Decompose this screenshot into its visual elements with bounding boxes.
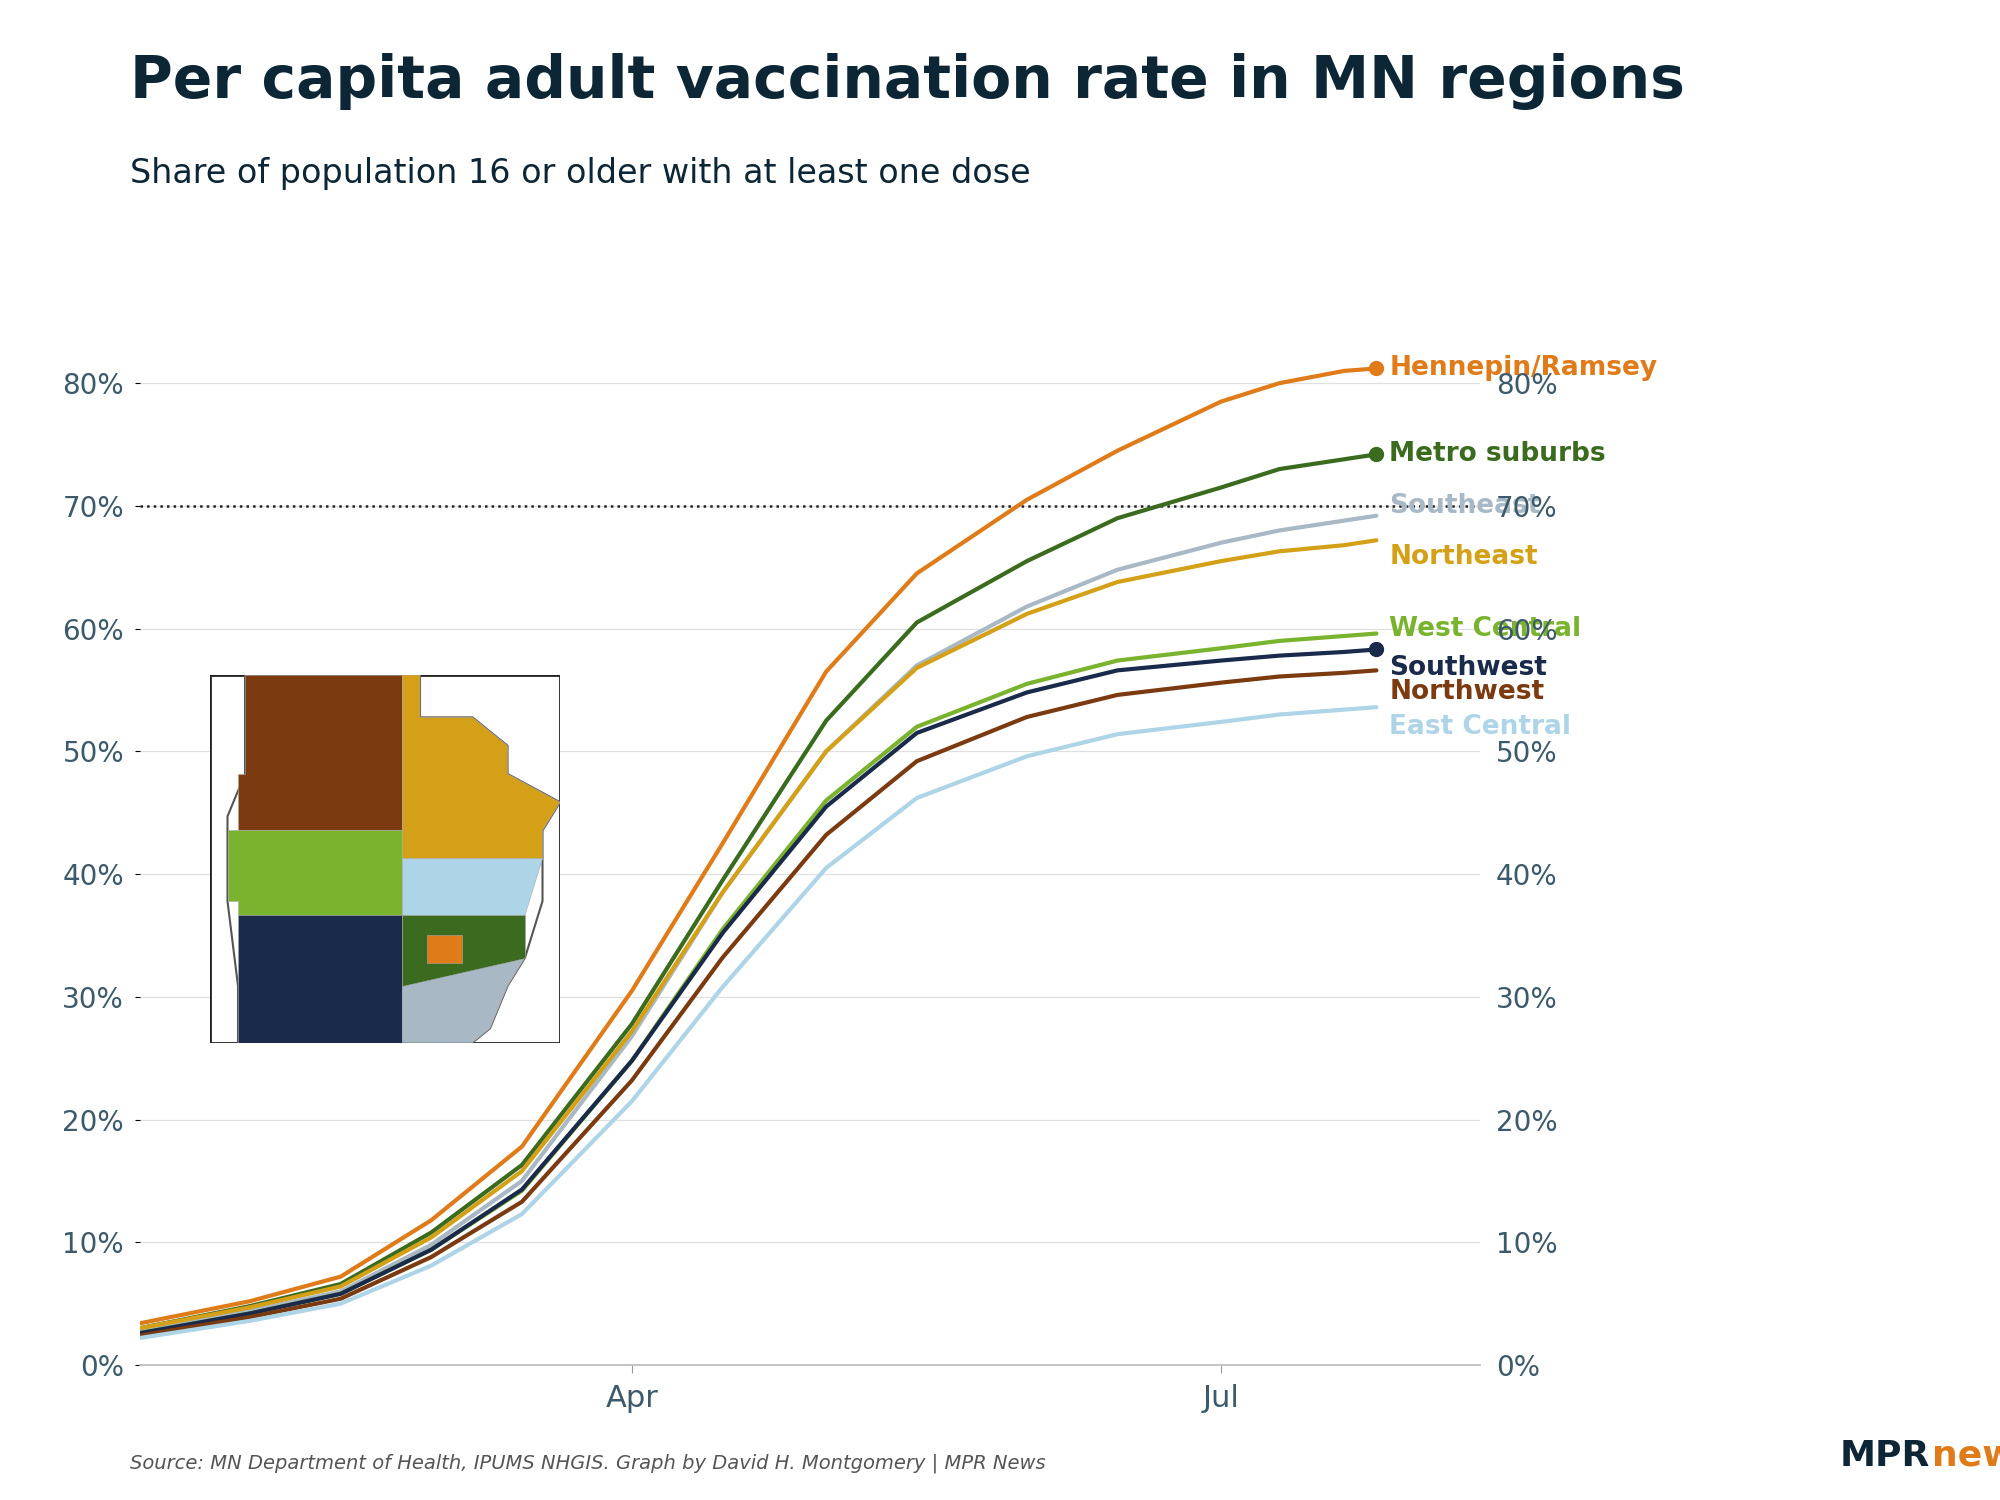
Polygon shape [402,915,524,986]
Polygon shape [402,957,524,1042]
Polygon shape [228,675,560,1042]
Text: Per capita adult vaccination rate in MN regions: Per capita adult vaccination rate in MN … [130,53,1684,110]
FancyBboxPatch shape [210,675,560,1042]
Text: news: news [1932,1438,2000,1473]
Text: West Central: West Central [1390,615,1582,642]
Polygon shape [228,831,402,915]
Text: East Central: East Central [1390,714,1572,740]
Text: Southwest: Southwest [1390,656,1548,681]
Text: Northeast: Northeast [1390,544,1538,570]
Polygon shape [402,675,560,858]
Text: Northwest: Northwest [1390,680,1544,705]
Text: MPR: MPR [1840,1438,1930,1473]
Text: Metro suburbs: Metro suburbs [1390,441,1606,468]
Polygon shape [426,934,462,963]
Polygon shape [238,675,402,831]
Polygon shape [238,915,402,1042]
Text: Hennepin/Ramsey: Hennepin/Ramsey [1390,356,1658,381]
Text: Source: MN Department of Health, IPUMS NHGIS. Graph by David H. Montgomery | MPR: Source: MN Department of Health, IPUMS N… [130,1454,1046,1473]
Text: Southeast: Southeast [1390,494,1540,519]
Polygon shape [402,858,542,915]
Text: Share of population 16 or older with at least one dose: Share of population 16 or older with at … [130,158,1030,190]
